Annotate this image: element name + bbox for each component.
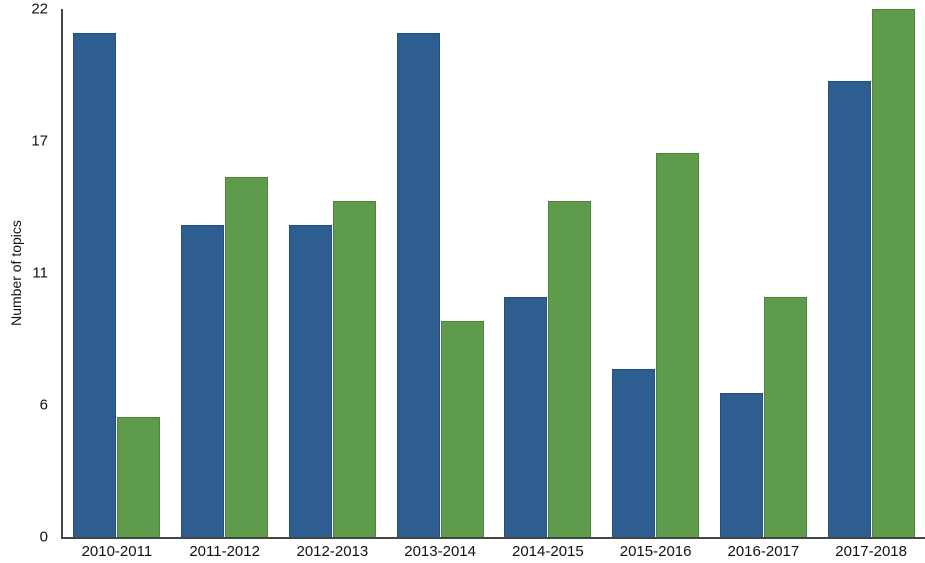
x-axis-line [61, 537, 925, 539]
bar-2016-2017-blue-series [719, 393, 763, 537]
y-tick-label-0: 0 [39, 528, 48, 546]
bar-2012-2013-blue-series [288, 225, 332, 537]
bar-group-2014-2015 [494, 9, 602, 537]
bar-2014-2015-green-series [548, 201, 592, 537]
bar-2015-2016-green-series [656, 153, 700, 537]
bar-2017-2018-blue-series [827, 81, 871, 537]
bar-group-2013-2014 [386, 9, 494, 537]
x-tick-label-2010-2011: 2010-2011 [81, 543, 153, 560]
x-axis-labels: 2010-2011 2011-2012 2012-2013 2013-2014 2014… [63, 543, 925, 561]
y-tick-label-22: 22 [31, 0, 48, 18]
bar-2013-2014-green-series [440, 321, 484, 537]
x-tick-label-2012-2013: 2012-2013 [296, 543, 369, 560]
bar-2012-2013-green-series [332, 201, 376, 537]
x-tick-label-2016-2017: 2016-2017 [727, 543, 800, 560]
bar-2010-2011-green-series [117, 417, 161, 537]
y-axis-line [61, 9, 63, 539]
bar-2010-2011-blue-series [73, 33, 117, 537]
y-tick-label-11: 11 [32, 264, 48, 282]
bar-2014-2015-blue-series [504, 297, 548, 537]
bar-2011-2012-green-series [225, 177, 269, 537]
bar-group-2011-2012 [171, 9, 279, 537]
bar-2013-2014-blue-series [396, 33, 440, 537]
bar-2011-2012-blue-series [181, 225, 225, 537]
x-tick-label-2011-2012: 2011-2012 [189, 543, 260, 560]
bar-group-2017-2018 [817, 9, 925, 537]
bar-2015-2016-blue-series [612, 369, 656, 537]
x-tick-label-2014-2015: 2014-2015 [512, 543, 584, 560]
x-tick-label-2017-2018: 2017-2018 [835, 543, 907, 560]
x-tick-label-2015-2016: 2015-2016 [619, 543, 692, 560]
bar-2017-2018-green-series [871, 9, 915, 537]
bar-2016-2017-green-series [763, 297, 807, 537]
bar-group-2010-2011 [63, 9, 171, 537]
plot-area [63, 9, 925, 537]
bar-group-2012-2013 [279, 9, 387, 537]
x-tick-label-2013-2014: 2013-2014 [404, 543, 476, 560]
bar-group-2016-2017 [710, 9, 818, 537]
y-tick-label-6: 6 [39, 396, 48, 414]
y-tick-label-17: 17 [31, 132, 48, 150]
bar-group-2015-2016 [602, 9, 710, 537]
